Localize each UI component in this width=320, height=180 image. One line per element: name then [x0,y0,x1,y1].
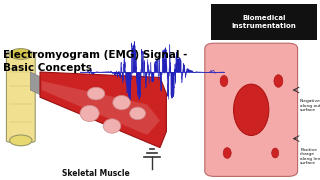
Text: Biomedical
Instrumentation: Biomedical Instrumentation [232,15,296,29]
Ellipse shape [10,135,32,146]
Ellipse shape [272,148,279,158]
Ellipse shape [87,87,105,100]
Ellipse shape [274,75,283,87]
Ellipse shape [113,95,131,110]
Text: Positive
charge
along Inner
surface: Positive charge along Inner surface [300,148,320,165]
Text: Skeletal Muscle: Skeletal Muscle [62,169,130,178]
Ellipse shape [130,107,146,120]
Ellipse shape [103,119,121,133]
Text: Negative charge
along outer
surface: Negative charge along outer surface [300,99,320,112]
Polygon shape [42,81,160,135]
Ellipse shape [10,49,32,59]
Polygon shape [30,72,42,95]
FancyBboxPatch shape [211,4,317,40]
Ellipse shape [234,84,269,136]
Ellipse shape [80,105,99,122]
FancyBboxPatch shape [6,52,35,142]
Ellipse shape [220,75,228,87]
Polygon shape [40,72,166,148]
Text: Electromyogram (EMG) Signal -
Basic Concepts: Electromyogram (EMG) Signal - Basic Conc… [3,50,188,73]
FancyBboxPatch shape [205,43,298,176]
Ellipse shape [223,148,231,158]
